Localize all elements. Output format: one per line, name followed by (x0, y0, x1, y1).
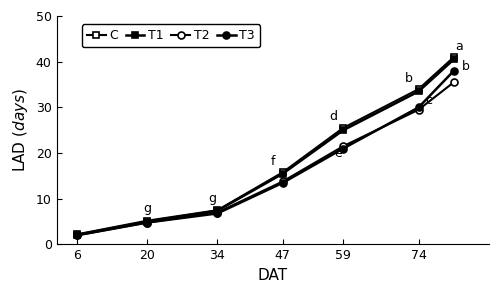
T2 (214, 211, 220, 214)
Text: c: c (425, 94, 432, 107)
Line: T2: T2 (73, 79, 457, 239)
T1 (280, 172, 286, 176)
Text: f: f (270, 155, 275, 168)
C (340, 126, 346, 130)
T1 (74, 233, 80, 237)
T1 (416, 90, 422, 93)
T3 (340, 147, 346, 150)
T2 (340, 145, 346, 148)
T3 (416, 106, 422, 109)
Text: g: g (208, 192, 216, 205)
Text: e: e (334, 147, 342, 160)
T3 (280, 181, 286, 185)
T3 (144, 221, 150, 224)
T2 (416, 108, 422, 111)
T2 (450, 81, 456, 84)
T1 (450, 58, 456, 61)
T2 (144, 221, 150, 224)
C (416, 87, 422, 91)
C (214, 208, 220, 212)
Legend: C, T1, T2, T3: C, T1, T2, T3 (82, 24, 260, 47)
Text: b: b (462, 60, 470, 73)
Text: g: g (143, 202, 151, 215)
T2 (280, 180, 286, 183)
T2 (74, 233, 80, 237)
C (280, 171, 286, 174)
C (144, 219, 150, 223)
Line: T1: T1 (73, 56, 457, 238)
Text: b: b (404, 72, 412, 85)
T1 (214, 209, 220, 213)
Y-axis label: LAD ($\it{days}$): LAD ($\it{days}$) (11, 88, 30, 172)
T1 (340, 128, 346, 132)
Line: C: C (73, 54, 457, 238)
T1 (144, 220, 150, 223)
X-axis label: DAT: DAT (258, 268, 288, 283)
Text: a: a (455, 40, 462, 53)
Line: T3: T3 (73, 67, 457, 239)
Text: d: d (329, 111, 337, 123)
T3 (74, 233, 80, 237)
T3 (450, 69, 456, 73)
C (450, 56, 456, 59)
C (74, 233, 80, 236)
T3 (214, 212, 220, 215)
